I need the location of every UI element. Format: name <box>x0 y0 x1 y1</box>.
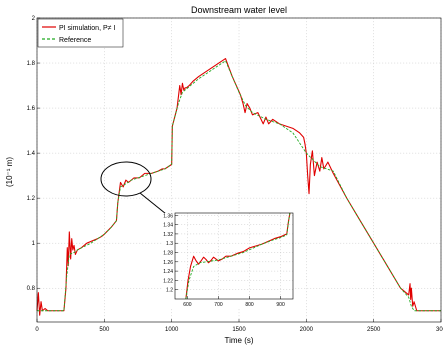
main-series-reference-line <box>37 60 441 312</box>
inset-y-tick-label: 1.24 <box>163 269 173 275</box>
legend-label-reference: Reference <box>59 37 91 44</box>
legend: PI simulation, P≠ I Reference <box>37 18 124 48</box>
main-y-tick-label: 1.8 <box>27 61 36 67</box>
chart-title: Downstream water level <box>191 5 287 15</box>
inset-y-tick-label: 1.32 <box>163 232 173 238</box>
inset-x-tick-label: 600 <box>183 302 192 308</box>
main-x-tick-label: 1000 <box>165 327 179 333</box>
main-y-tick-label: 1.6 <box>27 106 36 112</box>
main-y-tick-label: 0.8 <box>27 286 36 292</box>
legend-box <box>37 18 124 48</box>
main-x-tick-label: 1500 <box>232 327 246 333</box>
inset-series-reference-line <box>185 212 291 300</box>
main-x-tick-label: 0 <box>35 327 39 333</box>
main-y-tick-label: 2 <box>32 16 36 22</box>
inset-y-tick-label: 1.2 <box>166 288 173 294</box>
main-x-tick-label: 2000 <box>300 327 314 333</box>
inset-x-tick-label: 700 <box>214 302 223 308</box>
inset-y-tick-label: 1.28 <box>163 251 173 257</box>
main-x-tick-label: 300 <box>436 327 443 333</box>
main-y-tick-label: 1.2 <box>27 196 36 202</box>
inset-y-tick-label: 1.26 <box>163 260 173 266</box>
x-axis-label: Time (s) <box>224 336 253 345</box>
inset-plot-frame <box>174 212 294 300</box>
zoom-highlight-ellipse <box>100 161 152 197</box>
inset-series-pi-simulation-line <box>185 212 291 300</box>
main-x-tick-label: 2500 <box>367 327 381 333</box>
main-x-tick-label: 500 <box>99 327 110 333</box>
legend-label-pi: PI simulation, P≠ I <box>59 25 115 32</box>
main-y-tick-label: 1.4 <box>27 151 36 157</box>
inset-y-tick-label: 1.36 <box>163 213 173 219</box>
inset-y-tick-label: 1.22 <box>163 278 173 284</box>
inset-y-tick-label: 1.3 <box>166 241 173 247</box>
inset-background <box>162 213 293 308</box>
y-axis-label: (10⁻¹ m) <box>5 157 14 187</box>
inset-y-tick-label: 1.34 <box>163 223 173 229</box>
main-series-pi-simulation-line <box>36 57 441 316</box>
inset-x-tick-label: 900 <box>276 302 285 308</box>
inset-x-tick-label: 800 <box>245 302 254 308</box>
main-y-tick-label: 1 <box>32 241 36 247</box>
